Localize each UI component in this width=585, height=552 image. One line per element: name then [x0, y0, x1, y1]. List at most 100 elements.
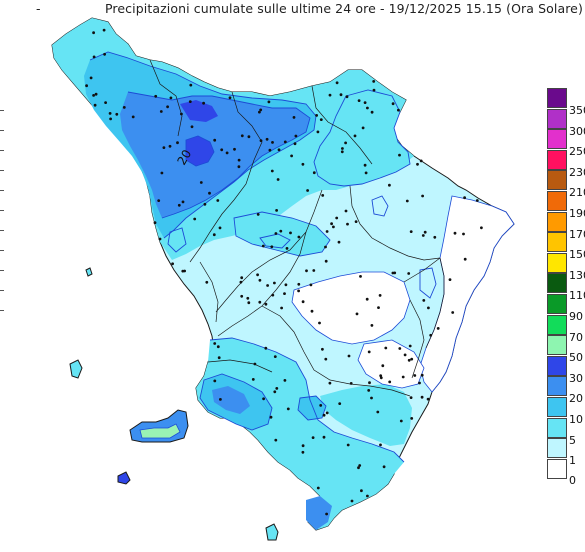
- station-dot: [354, 220, 358, 224]
- station-dot: [251, 378, 255, 381]
- station-dot: [274, 438, 278, 442]
- station-dot: [261, 244, 265, 248]
- station-dot: [158, 237, 162, 241]
- station-dot: [433, 235, 437, 239]
- precipitation-map: 20: [51, 17, 515, 541]
- legend-class: 350: [547, 88, 585, 117]
- edge-tick: [0, 170, 4, 171]
- station-dot: [216, 345, 220, 349]
- station-dot: [310, 309, 314, 313]
- station-dot: [168, 144, 172, 148]
- station-dot: [365, 297, 369, 301]
- legend-label: 50: [569, 351, 583, 365]
- legend-swatch: [547, 397, 567, 417]
- station-dot: [176, 141, 179, 145]
- station-dot: [297, 282, 301, 286]
- band-10-20-grosseto: [298, 396, 326, 420]
- station-dot: [108, 112, 112, 115]
- station-dot: [283, 140, 287, 144]
- band-0-1-siena: [291, 271, 411, 345]
- station-dot: [104, 101, 107, 104]
- station-dot: [388, 183, 391, 187]
- legend-label: 5: [569, 433, 576, 447]
- station-dot: [216, 199, 220, 202]
- station-dot: [240, 276, 244, 280]
- legend: 3503002502302101901701501301109070503020…: [547, 88, 585, 482]
- station-dot: [92, 55, 96, 59]
- station-dot: [379, 376, 383, 380]
- station-dot: [413, 374, 417, 377]
- station-dot: [273, 390, 277, 394]
- station-dot: [480, 226, 483, 230]
- station-dot: [277, 148, 281, 152]
- station-dot: [153, 221, 157, 225]
- station-dot: [403, 353, 407, 357]
- edge-tick: [0, 150, 4, 151]
- station-dot: [367, 350, 371, 354]
- station-dot: [181, 200, 185, 204]
- station-dot: [398, 153, 401, 157]
- legend-label: 30: [569, 371, 583, 385]
- station-dot: [416, 162, 419, 166]
- station-dot: [429, 333, 433, 337]
- station-dot: [379, 443, 382, 447]
- station-dot: [398, 347, 402, 350]
- station-dot: [93, 103, 97, 107]
- legend-swatch: [547, 211, 567, 232]
- station-dot: [85, 84, 88, 88]
- station-dot: [377, 306, 380, 309]
- station-dot: [315, 114, 318, 117]
- legend-class: 90: [547, 294, 585, 323]
- weather-stations: [85, 28, 483, 516]
- station-dot: [366, 106, 369, 110]
- station-dot: [407, 358, 411, 362]
- station-dot: [264, 302, 268, 306]
- station-dot: [321, 347, 324, 351]
- station-dot: [426, 397, 430, 401]
- legend-class: 50: [547, 335, 585, 364]
- legend-label: 90: [569, 310, 583, 323]
- band-0-1-amiata: [357, 339, 425, 389]
- station-dot: [360, 489, 363, 493]
- edge-tick: [0, 290, 4, 291]
- legend-swatch: [547, 335, 567, 356]
- station-dot: [275, 387, 279, 390]
- band-20-30-south: [212, 386, 250, 414]
- station-dot: [237, 165, 241, 169]
- station-dot: [253, 362, 257, 366]
- station-dot: [247, 301, 251, 305]
- legend-label: 170: [569, 227, 585, 241]
- legend-label: 1: [569, 454, 576, 468]
- legend-class: 300: [547, 108, 585, 138]
- station-dot: [364, 171, 368, 175]
- station-dot: [420, 373, 424, 377]
- station-dot: [259, 108, 263, 112]
- legend-label: 110: [569, 289, 585, 303]
- station-dot: [319, 404, 323, 407]
- station-dot: [190, 125, 194, 129]
- station-dot: [131, 115, 135, 119]
- station-dot: [267, 100, 271, 104]
- station-dot: [388, 380, 392, 384]
- band-10-20-argentario: [306, 496, 332, 530]
- legend-swatch: [547, 108, 567, 129]
- station-dot: [275, 209, 278, 212]
- station-dot: [321, 194, 325, 197]
- station-dot: [418, 381, 421, 385]
- station-dot: [160, 171, 164, 175]
- station-dot: [271, 293, 275, 297]
- legend-class: 20: [547, 376, 585, 405]
- station-dot: [410, 357, 414, 361]
- station-dot: [203, 202, 207, 206]
- legend-label: 300: [569, 124, 585, 138]
- station-dot: [259, 139, 263, 143]
- edge-tick: [0, 310, 4, 311]
- legend-class: 5: [547, 417, 585, 447]
- edge-tick: [0, 250, 4, 251]
- station-dot: [159, 110, 163, 113]
- station-dot: [270, 245, 274, 249]
- station-dot: [332, 225, 335, 229]
- station-dot: [280, 306, 283, 310]
- station-dot: [312, 171, 316, 175]
- station-dot: [279, 229, 283, 233]
